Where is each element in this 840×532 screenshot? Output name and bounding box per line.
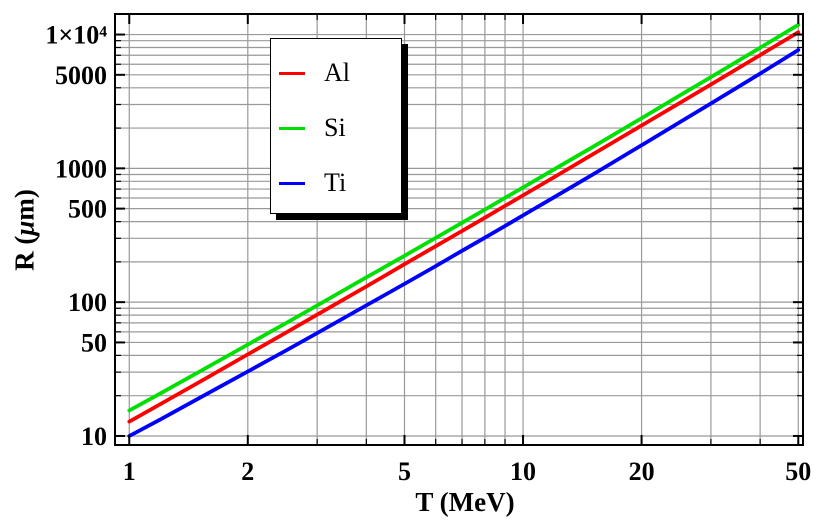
series-line-Si	[127, 22, 801, 413]
legend-entry-Ti: Ti	[279, 170, 346, 196]
legend-entry-Al: Al	[279, 60, 350, 86]
x-tick-label: 2	[241, 457, 254, 486]
x-tick-label: 5	[398, 457, 411, 486]
y-tick-label: 1×10⁴	[45, 21, 107, 50]
legend-label: Ti	[324, 168, 347, 197]
legend-line-swatch	[279, 71, 305, 75]
legend-line-swatch	[279, 181, 305, 185]
plot-frame	[114, 13, 804, 446]
y-tick-label: 10	[81, 422, 107, 451]
legend-line-swatch	[279, 126, 305, 130]
y-tick-label: 50	[81, 328, 107, 357]
y-tick-label: 5000	[55, 61, 107, 90]
x-tick-label: 50	[785, 457, 811, 486]
y-axis-title: R (μm)	[9, 189, 40, 271]
legend-label: Si	[324, 113, 346, 142]
y-tick-label: 100	[68, 288, 107, 317]
legend: Al Si Ti	[270, 38, 402, 214]
x-tick-label: 20	[629, 457, 655, 486]
x-tick-label: 1	[123, 457, 136, 486]
legend-entry-Si: Si	[279, 115, 346, 141]
x-tick-label: 10	[510, 457, 536, 486]
y-tick-label: 500	[68, 195, 107, 224]
x-axis-title: T (MeV)	[415, 487, 515, 517]
series-line-Al	[127, 30, 801, 424]
y-tick-label: 1000	[55, 154, 107, 183]
legend-label: Al	[324, 58, 350, 87]
series-line-Ti	[127, 48, 801, 438]
